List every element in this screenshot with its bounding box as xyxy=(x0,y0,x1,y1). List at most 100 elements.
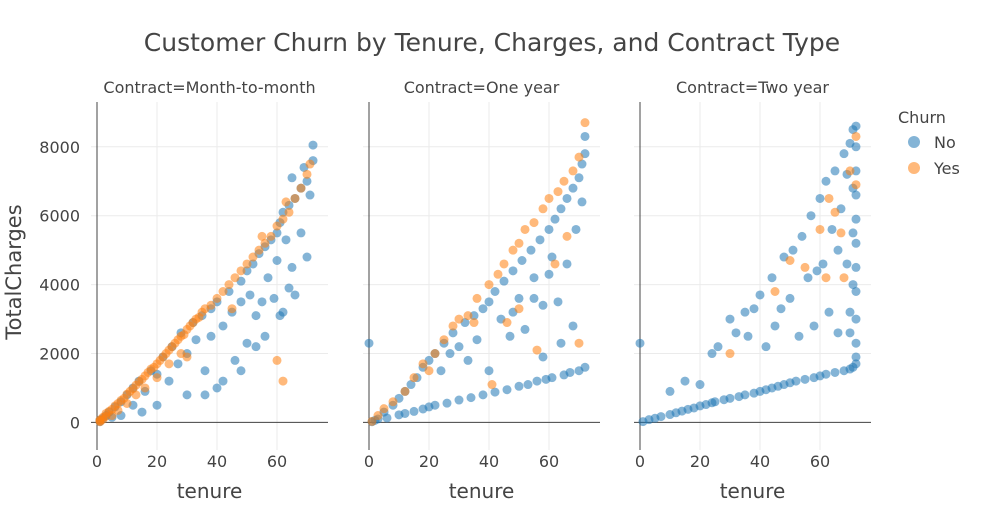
data-point-yes[interactable] xyxy=(248,252,258,262)
data-point-no[interactable] xyxy=(794,331,804,341)
data-point-no[interactable] xyxy=(571,224,581,234)
data-point-yes[interactable] xyxy=(257,231,267,241)
data-point-no[interactable] xyxy=(538,352,548,362)
data-point-yes[interactable] xyxy=(218,287,228,297)
data-point-no[interactable] xyxy=(200,366,210,376)
data-point-yes[interactable] xyxy=(278,376,288,386)
data-point-yes[interactable] xyxy=(544,193,554,203)
data-point-no[interactable] xyxy=(851,262,861,272)
data-point-no[interactable] xyxy=(851,142,861,152)
data-point-no[interactable] xyxy=(236,297,246,307)
data-point-no[interactable] xyxy=(821,176,831,186)
data-point-yes[interactable] xyxy=(254,245,264,255)
data-point-yes[interactable] xyxy=(502,318,512,328)
data-point-no[interactable] xyxy=(830,166,840,176)
data-point-no[interactable] xyxy=(490,387,500,397)
data-point-yes[interactable] xyxy=(206,300,216,310)
data-point-no[interactable] xyxy=(400,408,410,418)
data-point-no[interactable] xyxy=(845,307,855,317)
data-point-no[interactable] xyxy=(544,269,554,279)
data-point-no[interactable] xyxy=(242,338,252,348)
data-point-no[interactable] xyxy=(791,376,801,386)
data-point-no[interactable] xyxy=(821,369,831,379)
data-point-no[interactable] xyxy=(526,245,536,255)
data-point-no[interactable] xyxy=(287,262,297,272)
data-point-no[interactable] xyxy=(308,140,318,150)
data-point-no[interactable] xyxy=(484,366,494,376)
data-point-yes[interactable] xyxy=(430,349,440,359)
data-point-no[interactable] xyxy=(406,380,416,390)
data-point-no[interactable] xyxy=(568,321,578,331)
legend-label-yes[interactable]: Yes xyxy=(933,159,960,178)
data-point-no[interactable] xyxy=(845,328,855,338)
data-point-no[interactable] xyxy=(851,314,861,324)
data-point-yes[interactable] xyxy=(508,245,518,255)
data-point-no[interactable] xyxy=(466,393,476,403)
data-point-yes[interactable] xyxy=(107,411,117,421)
data-point-yes[interactable] xyxy=(550,259,560,269)
data-point-no[interactable] xyxy=(523,380,533,390)
data-point-no[interactable] xyxy=(851,121,861,131)
data-point-no[interactable] xyxy=(257,297,267,307)
data-point-yes[interactable] xyxy=(388,397,398,407)
data-point-no[interactable] xyxy=(580,131,590,141)
data-point-yes[interactable] xyxy=(836,228,846,238)
data-point-no[interactable] xyxy=(218,321,228,331)
data-point-no[interactable] xyxy=(532,376,542,386)
data-point-yes[interactable] xyxy=(484,280,494,290)
data-point-no[interactable] xyxy=(770,321,780,331)
data-point-no[interactable] xyxy=(842,259,852,269)
data-point-yes[interactable] xyxy=(830,207,840,217)
data-point-no[interactable] xyxy=(442,398,452,408)
data-point-yes[interactable] xyxy=(409,373,419,383)
data-point-yes[interactable] xyxy=(821,273,831,283)
data-point-yes[interactable] xyxy=(224,280,234,290)
data-point-no[interactable] xyxy=(839,149,849,159)
data-point-no[interactable] xyxy=(152,400,162,410)
data-point-no[interactable] xyxy=(173,359,183,369)
data-point-no[interactable] xyxy=(436,366,446,376)
data-point-yes[interactable] xyxy=(514,238,524,248)
data-point-yes[interactable] xyxy=(472,293,482,303)
data-point-no[interactable] xyxy=(302,252,312,262)
data-point-no[interactable] xyxy=(245,290,255,300)
data-point-no[interactable] xyxy=(553,297,563,307)
data-point-no[interactable] xyxy=(830,367,840,377)
data-point-no[interactable] xyxy=(743,331,753,341)
data-point-no[interactable] xyxy=(851,338,861,348)
data-point-no[interactable] xyxy=(740,390,750,400)
data-point-no[interactable] xyxy=(182,390,192,400)
data-point-yes[interactable] xyxy=(242,259,252,269)
data-point-no[interactable] xyxy=(200,390,210,400)
data-point-no[interactable] xyxy=(577,197,587,207)
data-point-yes[interactable] xyxy=(568,166,578,176)
data-point-yes[interactable] xyxy=(839,273,849,283)
data-point-no[interactable] xyxy=(547,252,557,262)
data-point-no[interactable] xyxy=(749,304,759,314)
data-point-no[interactable] xyxy=(263,273,273,283)
data-point-yes[interactable] xyxy=(367,416,377,426)
data-point-no[interactable] xyxy=(305,190,315,200)
data-point-no[interactable] xyxy=(505,331,515,341)
data-point-no[interactable] xyxy=(803,273,813,283)
data-point-no[interactable] xyxy=(725,393,735,403)
data-point-no[interactable] xyxy=(562,259,572,269)
data-point-yes[interactable] xyxy=(140,383,150,393)
data-point-yes[interactable] xyxy=(113,405,123,415)
data-point-yes[interactable] xyxy=(302,169,312,179)
data-point-no[interactable] xyxy=(514,381,524,391)
data-point-yes[interactable] xyxy=(851,180,861,190)
data-point-no[interactable] xyxy=(296,228,306,238)
data-point-no[interactable] xyxy=(761,342,771,352)
data-point-no[interactable] xyxy=(812,266,822,276)
data-point-no[interactable] xyxy=(550,214,560,224)
data-point-no[interactable] xyxy=(800,374,810,384)
data-point-no[interactable] xyxy=(731,328,741,338)
data-point-yes[interactable] xyxy=(514,304,524,314)
data-point-yes[interactable] xyxy=(532,345,542,355)
data-point-no[interactable] xyxy=(251,311,261,321)
data-point-yes[interactable] xyxy=(529,218,539,228)
data-point-yes[interactable] xyxy=(272,355,282,365)
data-point-no[interactable] xyxy=(851,190,861,200)
data-point-no[interactable] xyxy=(851,214,861,224)
